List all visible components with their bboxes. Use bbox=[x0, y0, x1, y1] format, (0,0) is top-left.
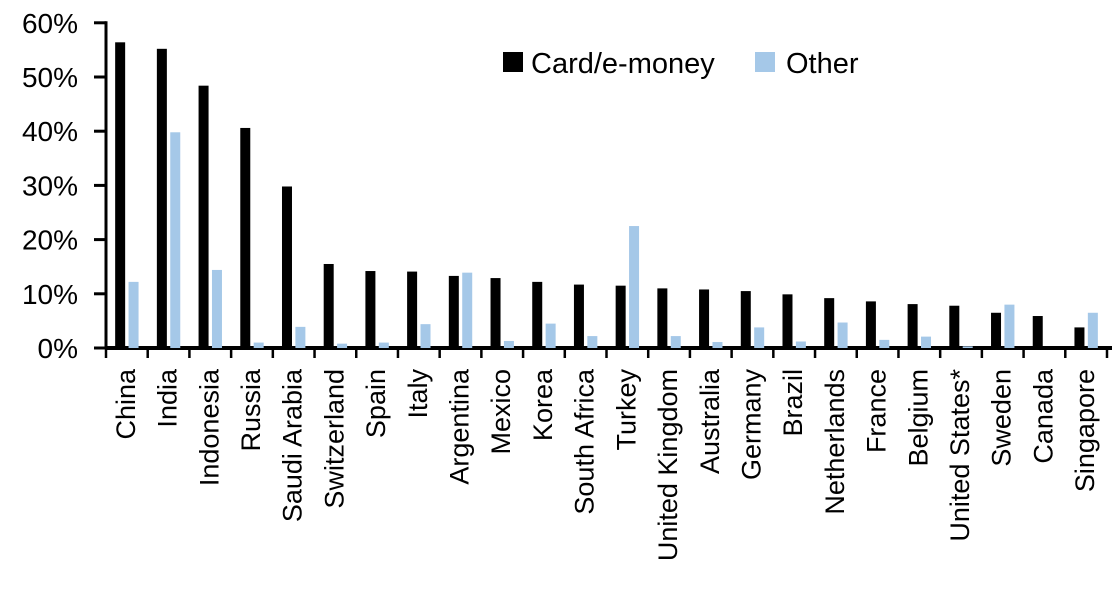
bar-card-e-money-spain bbox=[365, 271, 376, 348]
bar-card-e-money-argentina bbox=[448, 275, 459, 348]
bars bbox=[115, 42, 1098, 348]
bar-other-brazil bbox=[795, 341, 806, 348]
x-label-turkey: Turkey bbox=[611, 369, 641, 451]
legend: Card/e-money Other bbox=[503, 48, 859, 80]
x-label-china: China bbox=[111, 368, 141, 440]
bar-card-e-money-germany bbox=[740, 291, 751, 348]
x-label-belgium: Belgium bbox=[903, 369, 933, 467]
bar-other-united-states bbox=[962, 346, 973, 348]
x-label-indonesia: Indonesia bbox=[194, 368, 224, 486]
x-label-canada: Canada bbox=[1028, 368, 1058, 464]
bar-card-e-money-united-kingdom bbox=[657, 288, 668, 348]
x-label-argentina: Argentina bbox=[445, 368, 475, 485]
y-tick-label: 10% bbox=[22, 279, 78, 310]
x-label-sweden: Sweden bbox=[987, 369, 1017, 467]
x-label-india: India bbox=[153, 368, 183, 428]
y-tick-label: 0% bbox=[38, 333, 78, 364]
bar-card-e-money-turkey bbox=[615, 285, 626, 348]
bar-card-e-money-australia bbox=[699, 289, 710, 348]
x-label-korea: Korea bbox=[528, 368, 558, 441]
bar-other-italy bbox=[420, 324, 431, 348]
bar-other-south-africa bbox=[587, 336, 598, 348]
legend-label-card-e-money: Card/e-money bbox=[531, 48, 715, 80]
bar-other-sweden bbox=[1004, 304, 1015, 348]
y-tick-label: 50% bbox=[22, 62, 78, 93]
bar-other-indonesia bbox=[211, 269, 222, 348]
x-label-united-states: United States* bbox=[945, 369, 975, 542]
bar-other-spain bbox=[378, 342, 389, 348]
x-label-mexico: Mexico bbox=[486, 369, 516, 455]
x-label-russia: Russia bbox=[236, 368, 266, 452]
bar-card-e-money-france bbox=[865, 301, 876, 348]
y-tick-label: 40% bbox=[22, 116, 78, 147]
bar-card-e-money-italy bbox=[407, 271, 418, 348]
bar-other-australia bbox=[712, 342, 723, 348]
bar-other-saudi-arabia bbox=[295, 326, 306, 348]
legend-swatch-other bbox=[755, 52, 775, 72]
x-axis bbox=[104, 346, 1112, 358]
bar-card-e-money-singapore bbox=[1074, 327, 1085, 348]
x-label-netherlands: Netherlands bbox=[820, 369, 850, 515]
bar-other-france bbox=[879, 339, 890, 348]
y-tick-label: 30% bbox=[22, 170, 78, 201]
x-category-labels: China India Indonesia Russia Saudi Arabia Swi… bbox=[111, 368, 1100, 561]
legend-swatch-card-e-money bbox=[503, 52, 523, 72]
x-label-france: France bbox=[862, 369, 892, 453]
bar-other-singapore bbox=[1087, 312, 1098, 348]
bar-other-india bbox=[170, 132, 181, 348]
x-label-germany: Germany bbox=[736, 369, 766, 481]
bar-other-netherlands bbox=[837, 322, 848, 348]
bar-card-e-money-belgium bbox=[907, 304, 918, 348]
x-label-italy: Italy bbox=[403, 369, 433, 419]
bar-card-e-money-netherlands bbox=[824, 298, 835, 348]
x-label-singapore: Singapore bbox=[1070, 369, 1100, 492]
x-label-australia: Australia bbox=[695, 368, 725, 474]
x-label-south-africa: South Africa bbox=[570, 368, 600, 515]
bar-other-russia bbox=[253, 342, 264, 348]
x-label-brazil: Brazil bbox=[778, 369, 808, 437]
bar-other-china bbox=[128, 281, 139, 348]
legend-label-other: Other bbox=[786, 48, 859, 80]
bar-card-e-money-canada bbox=[1032, 316, 1043, 348]
y-tick-label: 60% bbox=[22, 8, 78, 39]
bar-card-e-money-saudi-arabia bbox=[281, 186, 292, 348]
bar-card-e-money-russia bbox=[240, 127, 251, 348]
bar-card-e-money-china bbox=[115, 42, 126, 348]
x-label-spain: Spain bbox=[361, 369, 391, 438]
bar-other-mexico bbox=[503, 340, 514, 348]
x-label-saudi-arabia: Saudi Arabia bbox=[278, 368, 308, 522]
bar-other-germany bbox=[754, 327, 765, 348]
bar-card-e-money-brazil bbox=[782, 294, 793, 348]
bar-card-e-money-korea bbox=[532, 281, 543, 348]
bar-card-e-money-united-states bbox=[949, 305, 960, 348]
bar-other-turkey bbox=[629, 226, 640, 348]
y-tick-label: 20% bbox=[22, 225, 78, 256]
bar-card-e-money-sweden bbox=[991, 312, 1002, 348]
bar-card-e-money-switzerland bbox=[323, 263, 334, 348]
bar-card-e-money-indonesia bbox=[198, 85, 209, 348]
x-label-switzerland: Switzerland bbox=[319, 369, 349, 509]
bar-other-switzerland bbox=[337, 343, 348, 348]
bar-other-korea bbox=[545, 323, 556, 348]
bar-other-united-kingdom bbox=[670, 336, 681, 348]
bar-other-argentina bbox=[462, 272, 473, 348]
bar-other-belgium bbox=[921, 336, 932, 348]
bar-card-e-money-india bbox=[156, 48, 167, 348]
bar-card-e-money-south-africa bbox=[573, 284, 584, 348]
y-axis: 0% 10% 20% 30% 40% 50% 60% bbox=[22, 8, 108, 364]
x-label-united-kingdom: United Kingdom bbox=[653, 369, 683, 561]
bar-card-e-money-mexico bbox=[490, 278, 501, 348]
